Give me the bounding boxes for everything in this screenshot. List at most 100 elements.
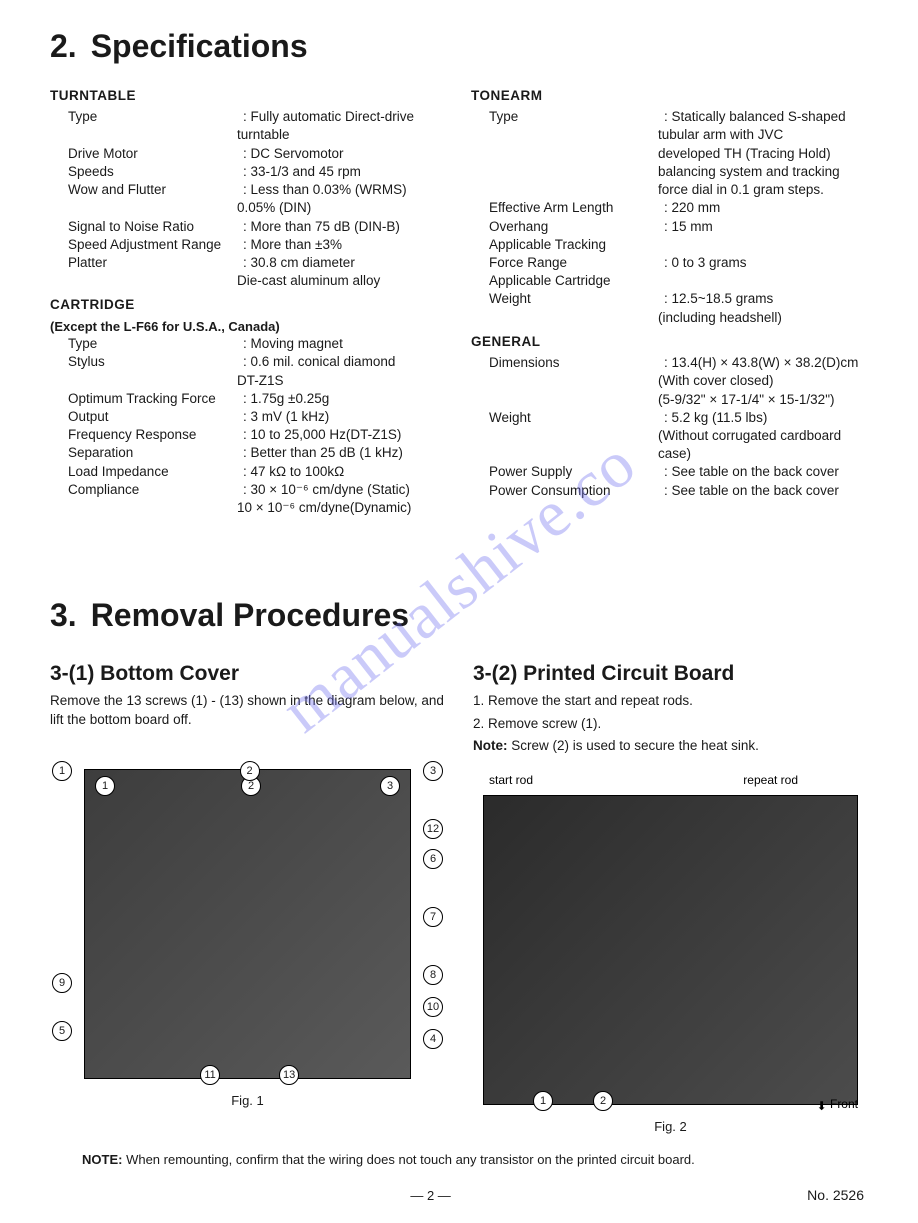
spec-value: 0 to 3 grams (664, 254, 868, 272)
page: manualshive.co 2.Specifications TURNTABL… (0, 0, 918, 1223)
callout-outer-5: 5 (52, 1021, 72, 1041)
spec-col-left: TURNTABLETypeFully automatic Direct-driv… (50, 81, 447, 517)
section3-title-text: Removal Procedures (91, 597, 409, 633)
spec-value: Fully automatic Direct-drive (243, 108, 447, 126)
spec-value: DC Servomotor (243, 145, 447, 163)
spec-label: Type (50, 335, 243, 353)
spec-value-continuation: (Without corrugated cardboard (471, 427, 868, 445)
proc-left-heading: 3-(1) Bottom Cover (50, 662, 445, 686)
callout2-1: 1 (533, 1091, 553, 1111)
spec-value: Moving magnet (243, 335, 447, 353)
spec-row: TypeMoving magnet (50, 335, 447, 353)
spec-label: Separation (50, 444, 243, 462)
spec-value: See table on the back cover (664, 463, 868, 481)
spec-group-subnote: (Except the L-F66 for U.S.A., Canada) (50, 318, 447, 336)
callout-3: 3 (380, 776, 400, 796)
spec-row: Frequency Response10 to 25,000 Hz(DT-Z1S… (50, 426, 447, 444)
spec-row: Weight5.2 kg (11.5 lbs) (471, 409, 868, 427)
spec-value-continuation: turntable (50, 126, 447, 144)
footnote-label: NOTE: (82, 1152, 122, 1167)
spec-value: Better than 25 dB (1 kHz) (243, 444, 447, 462)
spec-value: 5.2 kg (11.5 lbs) (664, 409, 868, 427)
spec-label: Applicable Tracking (471, 236, 664, 254)
spec-col-right: TONEARM TypeStatically balanced S-shapedt… (471, 81, 868, 517)
proc-left-paragraph: Remove the 13 screws (1) - (13) shown in… (50, 692, 445, 728)
spec-group-head: GENERAL (471, 333, 868, 351)
figure1-caption: Fig. 1 (50, 1093, 445, 1108)
spec-row: Weight12.5~18.5 grams (471, 290, 868, 308)
specifications-columns: TURNTABLETypeFully automatic Direct-driv… (50, 81, 868, 517)
spec-label: Load Impedance (50, 463, 243, 481)
figure2-image (483, 795, 858, 1105)
spec-label: Signal to Noise Ratio (50, 218, 243, 236)
spec-row: Applicable Cartridge (471, 272, 868, 290)
spec-value: 3 mV (1 kHz) (243, 408, 447, 426)
callout-1: 1 (95, 776, 115, 796)
figure1-box: 1 2 3 1 2 3 12 6 7 8 10 4 9 5 11 13 (50, 747, 445, 1108)
section2-title: 2.Specifications (50, 28, 868, 65)
callout-outer-6: 6 (423, 849, 443, 869)
spec-group-head: TURNTABLE (50, 87, 447, 105)
spec-label: Compliance (50, 481, 243, 499)
spec-value-continuation: balancing system and tracking (471, 163, 868, 181)
spec-label: Speed Adjustment Range (50, 236, 243, 254)
callout-outer-9: 9 (52, 973, 72, 993)
spec-row: Wow and FlutterLess than 0.03% (WRMS) (50, 181, 447, 199)
spec-label: Speeds (50, 163, 243, 181)
spec-row: Power ConsumptionSee table on the back c… (471, 482, 868, 500)
spec-label: Weight (471, 290, 664, 308)
footnote-text: When remounting, confirm that the wiring… (122, 1152, 694, 1167)
spec-label: Power Supply (471, 463, 664, 481)
section3-title: 3. Removal Procedures (50, 597, 868, 634)
spec-value: 30.8 cm diameter (243, 254, 447, 272)
spec-value-continuation: (including headshell) (471, 309, 868, 327)
spec-row: Platter30.8 cm diameter (50, 254, 447, 272)
callout2-2: 2 (593, 1091, 613, 1111)
spec-label: Dimensions (471, 354, 664, 372)
spec-value: More than ±3% (243, 236, 447, 254)
proc-left-text: Remove the 13 screws (1) - (13) shown in… (50, 692, 445, 728)
callout-outer-8: 8 (423, 965, 443, 985)
spec-label: Power Consumption (471, 482, 664, 500)
figure2-caption: Fig. 2 (473, 1119, 868, 1134)
procedure-columns: 3-(1) Bottom Cover Remove the 13 screws … (50, 650, 868, 1134)
spec-value: More than 75 dB (DIN-B) (243, 218, 447, 236)
callout-outer-1: 1 (52, 761, 72, 781)
section3-number: 3. (50, 597, 77, 633)
procedure-left: 3-(1) Bottom Cover Remove the 13 screws … (50, 650, 445, 1134)
arrow-down-icon: ⬇ (817, 1099, 827, 1113)
spec-row: Dimensions13.4(H) × 43.8(W) × 38.2(D)cm (471, 354, 868, 372)
spec-row: Compliance30 × 10⁻⁶ cm/dyne (Static) (50, 481, 447, 499)
spec-value: 13.4(H) × 43.8(W) × 38.2(D)cm (664, 354, 868, 372)
note-text: Screw (2) is used to secure the heat sin… (508, 738, 759, 753)
spec-value-continuation: 10 × 10⁻⁶ cm/dyne(Dynamic) (50, 499, 447, 517)
spec-label: Drive Motor (50, 145, 243, 163)
spec-value: 220 mm (664, 199, 868, 217)
spec-value: 1.75g ±0.25g (243, 390, 447, 408)
spec-row: Overhang15 mm (471, 218, 868, 236)
proc-right-step1: 1. Remove the start and repeat rods. (473, 692, 868, 710)
spec-row: Output3 mV (1 kHz) (50, 408, 447, 426)
spec-label: Applicable Cartridge (471, 272, 664, 290)
front-text: Front (830, 1097, 858, 1111)
callout-outer-11: 11 (200, 1065, 220, 1085)
proc-right-heading: 3-(2) Printed Circuit Board (473, 662, 868, 686)
spec-value: See table on the back cover (664, 482, 868, 500)
spec-value: 12.5~18.5 grams (664, 290, 868, 308)
spec-row: Optimum Tracking Force1.75g ±0.25g (50, 390, 447, 408)
spec-label: Weight (471, 409, 664, 427)
section3-footnote: NOTE: When remounting, confirm that the … (50, 1152, 868, 1167)
spec-group-head: TONEARM (471, 87, 868, 105)
spec-value-continuation: tubular arm with JVC (471, 126, 868, 144)
note-label: Note: (473, 738, 508, 753)
callout-outer-7: 7 (423, 907, 443, 927)
spec-row: TypeStatically balanced S-shaped (471, 108, 868, 126)
callout-outer-13: 13 (279, 1065, 299, 1085)
spec-row: Signal to Noise RatioMore than 75 dB (DI… (50, 218, 447, 236)
spec-label: Stylus (50, 353, 243, 371)
spec-group-head: CARTRIDGE (50, 296, 447, 314)
spec-row: TypeFully automatic Direct-drive (50, 108, 447, 126)
proc-right-step2: 2. Remove screw (1). (473, 715, 868, 733)
spec-value-continuation: developed TH (Tracing Hold) (471, 145, 868, 163)
proc-right-text: 1. Remove the start and repeat rods. 2. … (473, 692, 868, 755)
